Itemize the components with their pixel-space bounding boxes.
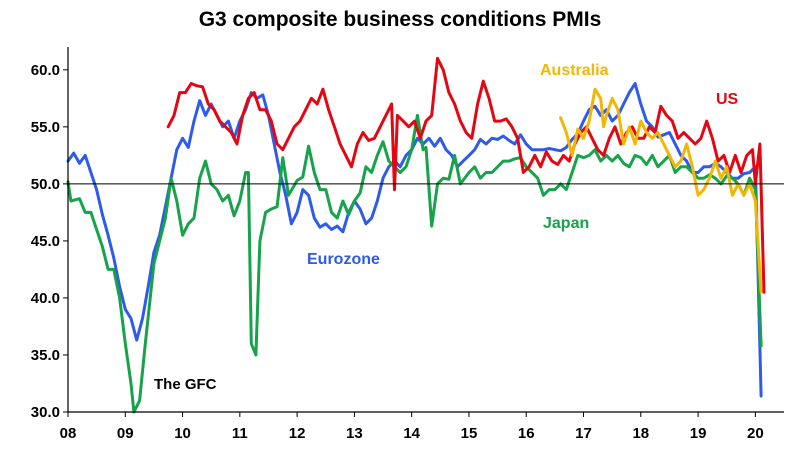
x-tick-label: 08 <box>60 425 77 442</box>
x-tick-label: 17 <box>575 425 592 442</box>
y-tick-label: 30.0 <box>31 404 60 421</box>
series-label-us: US <box>716 91 739 108</box>
y-tick-label: 45.0 <box>31 233 60 250</box>
series-label-australia: Australia <box>540 62 609 79</box>
series-lines <box>66 56 766 414</box>
x-tick-label: 12 <box>289 425 306 442</box>
x-tick-label: 09 <box>117 425 134 442</box>
y-tick-label: 60.0 <box>31 62 60 79</box>
y-tick-label: 35.0 <box>31 347 60 364</box>
x-tick-label: 20 <box>747 425 764 442</box>
series-label-japan: Japan <box>543 215 589 232</box>
axes <box>63 47 784 417</box>
y-tick-label: 55.0 <box>31 119 60 136</box>
x-tick-label: 10 <box>174 425 191 442</box>
gfc-annotation: The GFC <box>154 376 217 393</box>
x-tick-label: 15 <box>461 425 478 442</box>
x-tick-label: 18 <box>632 425 649 442</box>
series-line-australia <box>559 87 763 294</box>
series-label-eurozone: Eurozone <box>307 251 380 268</box>
x-tick-label: 16 <box>518 425 535 442</box>
x-tick-label: 14 <box>403 425 420 442</box>
series-line-us <box>166 56 766 294</box>
y-tick-label: 40.0 <box>31 290 60 307</box>
chart-title: G3 composite business conditions PMIs <box>199 8 602 31</box>
tick-labels: 30.0 35.0 40.0 45.0 50.0 55.0 60.0 08 09 10 11 12 13… <box>31 62 764 442</box>
series-line-eurozone <box>66 82 763 398</box>
x-tick-label: 19 <box>690 425 707 442</box>
y-tick-label: 50.0 <box>31 176 60 193</box>
x-tick-label: 13 <box>346 425 363 442</box>
series-line-japan <box>66 113 763 414</box>
x-tick-label: 11 <box>232 425 248 442</box>
